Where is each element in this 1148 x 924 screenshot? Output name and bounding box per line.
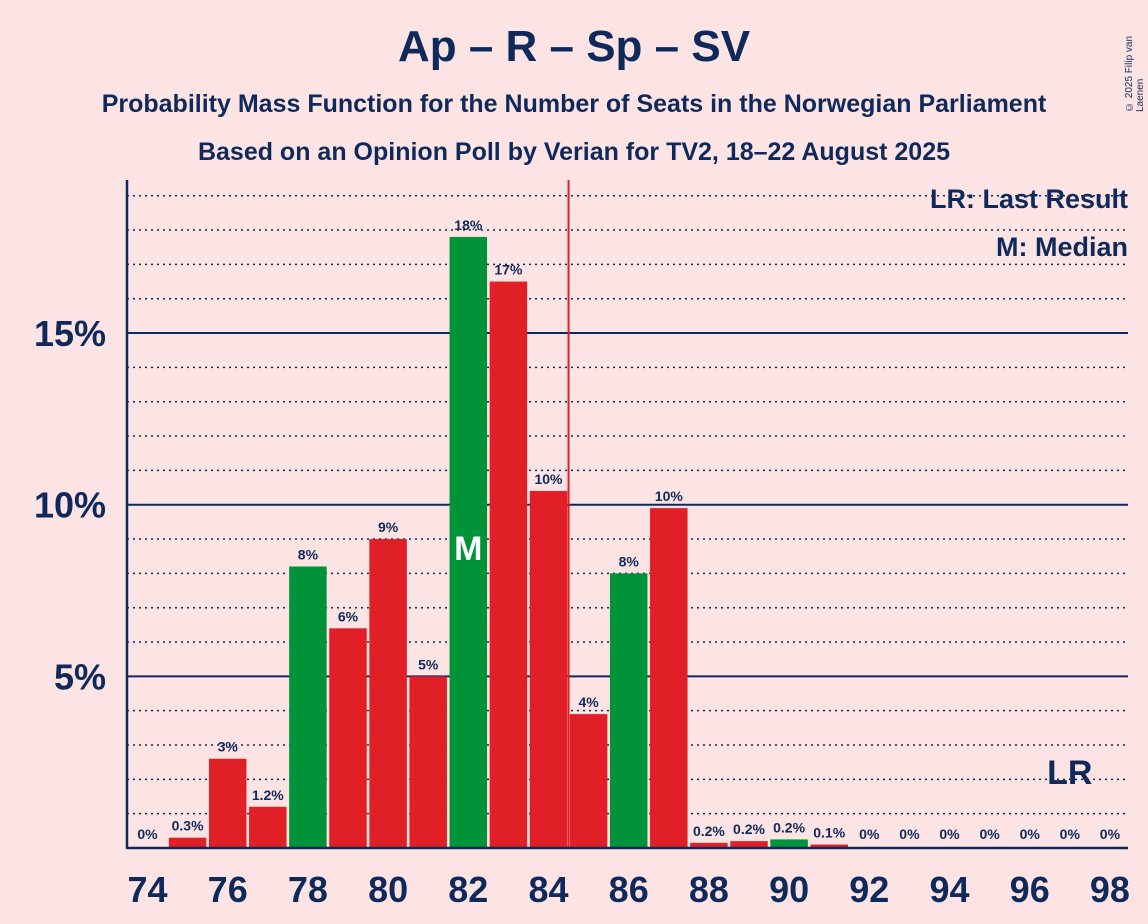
x-tick-label: 94: [929, 869, 969, 910]
bar-label-seat-89: 0.2%: [733, 821, 765, 837]
bar-seat-75: [168, 837, 207, 848]
bar-label-seat-85: 4%: [578, 694, 599, 710]
bar-seat-85: [569, 714, 608, 848]
x-tick-label: 98: [1090, 869, 1130, 910]
bar-label-seat-90: 0.2%: [773, 819, 805, 835]
x-tick-label: 76: [208, 869, 248, 910]
x-tick-label: 92: [849, 869, 889, 910]
bar-label-seat-93: 0%: [899, 826, 920, 842]
x-tick-label: 86: [609, 869, 649, 910]
bar-label-seat-97: 0%: [1060, 826, 1081, 842]
bar-seat-86: [609, 573, 648, 848]
legend-median: M: Median: [996, 232, 1128, 262]
bar-seat-90: [770, 839, 808, 848]
bar-seat-82: [449, 236, 488, 848]
chart-subtitle: Probability Mass Function for the Number…: [101, 90, 1047, 118]
bar-label-seat-76: 3%: [218, 739, 239, 755]
chart-title: Ap – R – Sp – SV: [397, 22, 751, 71]
bar-label-seat-87: 10%: [655, 488, 684, 504]
bar-seat-87: [650, 508, 688, 848]
bar-label-seat-77: 1.2%: [252, 787, 284, 803]
last-result-marker: LR: [1047, 754, 1092, 792]
bar-label-seat-82: 18%: [454, 217, 483, 233]
bar-seat-78: [289, 566, 327, 848]
bar-label-seat-80: 9%: [378, 519, 399, 535]
bar-label-seat-81: 5%: [418, 656, 439, 672]
median-marker: M: [454, 530, 482, 568]
bar-label-seat-79: 6%: [338, 608, 359, 624]
bar-label-seat-95: 0%: [979, 826, 1000, 842]
x-tick-label: 78: [288, 869, 328, 910]
x-tick-label: 74: [127, 869, 167, 910]
bar-seat-83: [489, 281, 528, 848]
x-tick-label: 84: [528, 869, 568, 910]
bar-seat-89: [730, 841, 768, 848]
bar-seat-84: [529, 490, 568, 848]
bar-label-seat-88: 0.2%: [693, 823, 725, 839]
bar-seat-76: [208, 758, 247, 848]
bar-label-seat-74: 0%: [137, 826, 158, 842]
bar-label-seat-84: 10%: [534, 471, 563, 487]
y-tick-label: 10%: [34, 485, 106, 526]
bar-label-seat-98: 0%: [1100, 826, 1121, 842]
bar-label-seat-83: 17%: [494, 262, 523, 278]
bar-seat-80: [369, 539, 407, 848]
x-tick-label: 90: [769, 869, 809, 910]
bar-seat-91: [810, 844, 848, 848]
bar-seat-88: [690, 842, 728, 848]
x-tick-label: 88: [689, 869, 729, 910]
bar-label-seat-91: 0.1%: [813, 825, 845, 841]
y-tick-label: 5%: [54, 656, 106, 697]
x-tick-label: 96: [1010, 869, 1050, 910]
x-tick-label: 82: [448, 869, 488, 910]
x-tick-label: 80: [368, 869, 408, 910]
bar-label-seat-86: 8%: [619, 553, 640, 569]
bar-label-seat-75: 0.3%: [172, 818, 204, 834]
y-tick-label: 15%: [34, 313, 106, 354]
bar-seat-79: [329, 628, 367, 848]
bar-label-seat-96: 0%: [1020, 826, 1041, 842]
bar-seat-77: [249, 806, 287, 848]
bar-seat-81: [409, 676, 447, 848]
bar-label-seat-78: 8%: [298, 546, 319, 562]
bar-label-seat-92: 0%: [859, 826, 880, 842]
chart-subtitle-source: Based on an Opinion Poll by Verian for T…: [197, 138, 951, 166]
bar-label-seat-94: 0%: [939, 826, 960, 842]
legend-last-result: LR: Last Result: [929, 184, 1128, 214]
